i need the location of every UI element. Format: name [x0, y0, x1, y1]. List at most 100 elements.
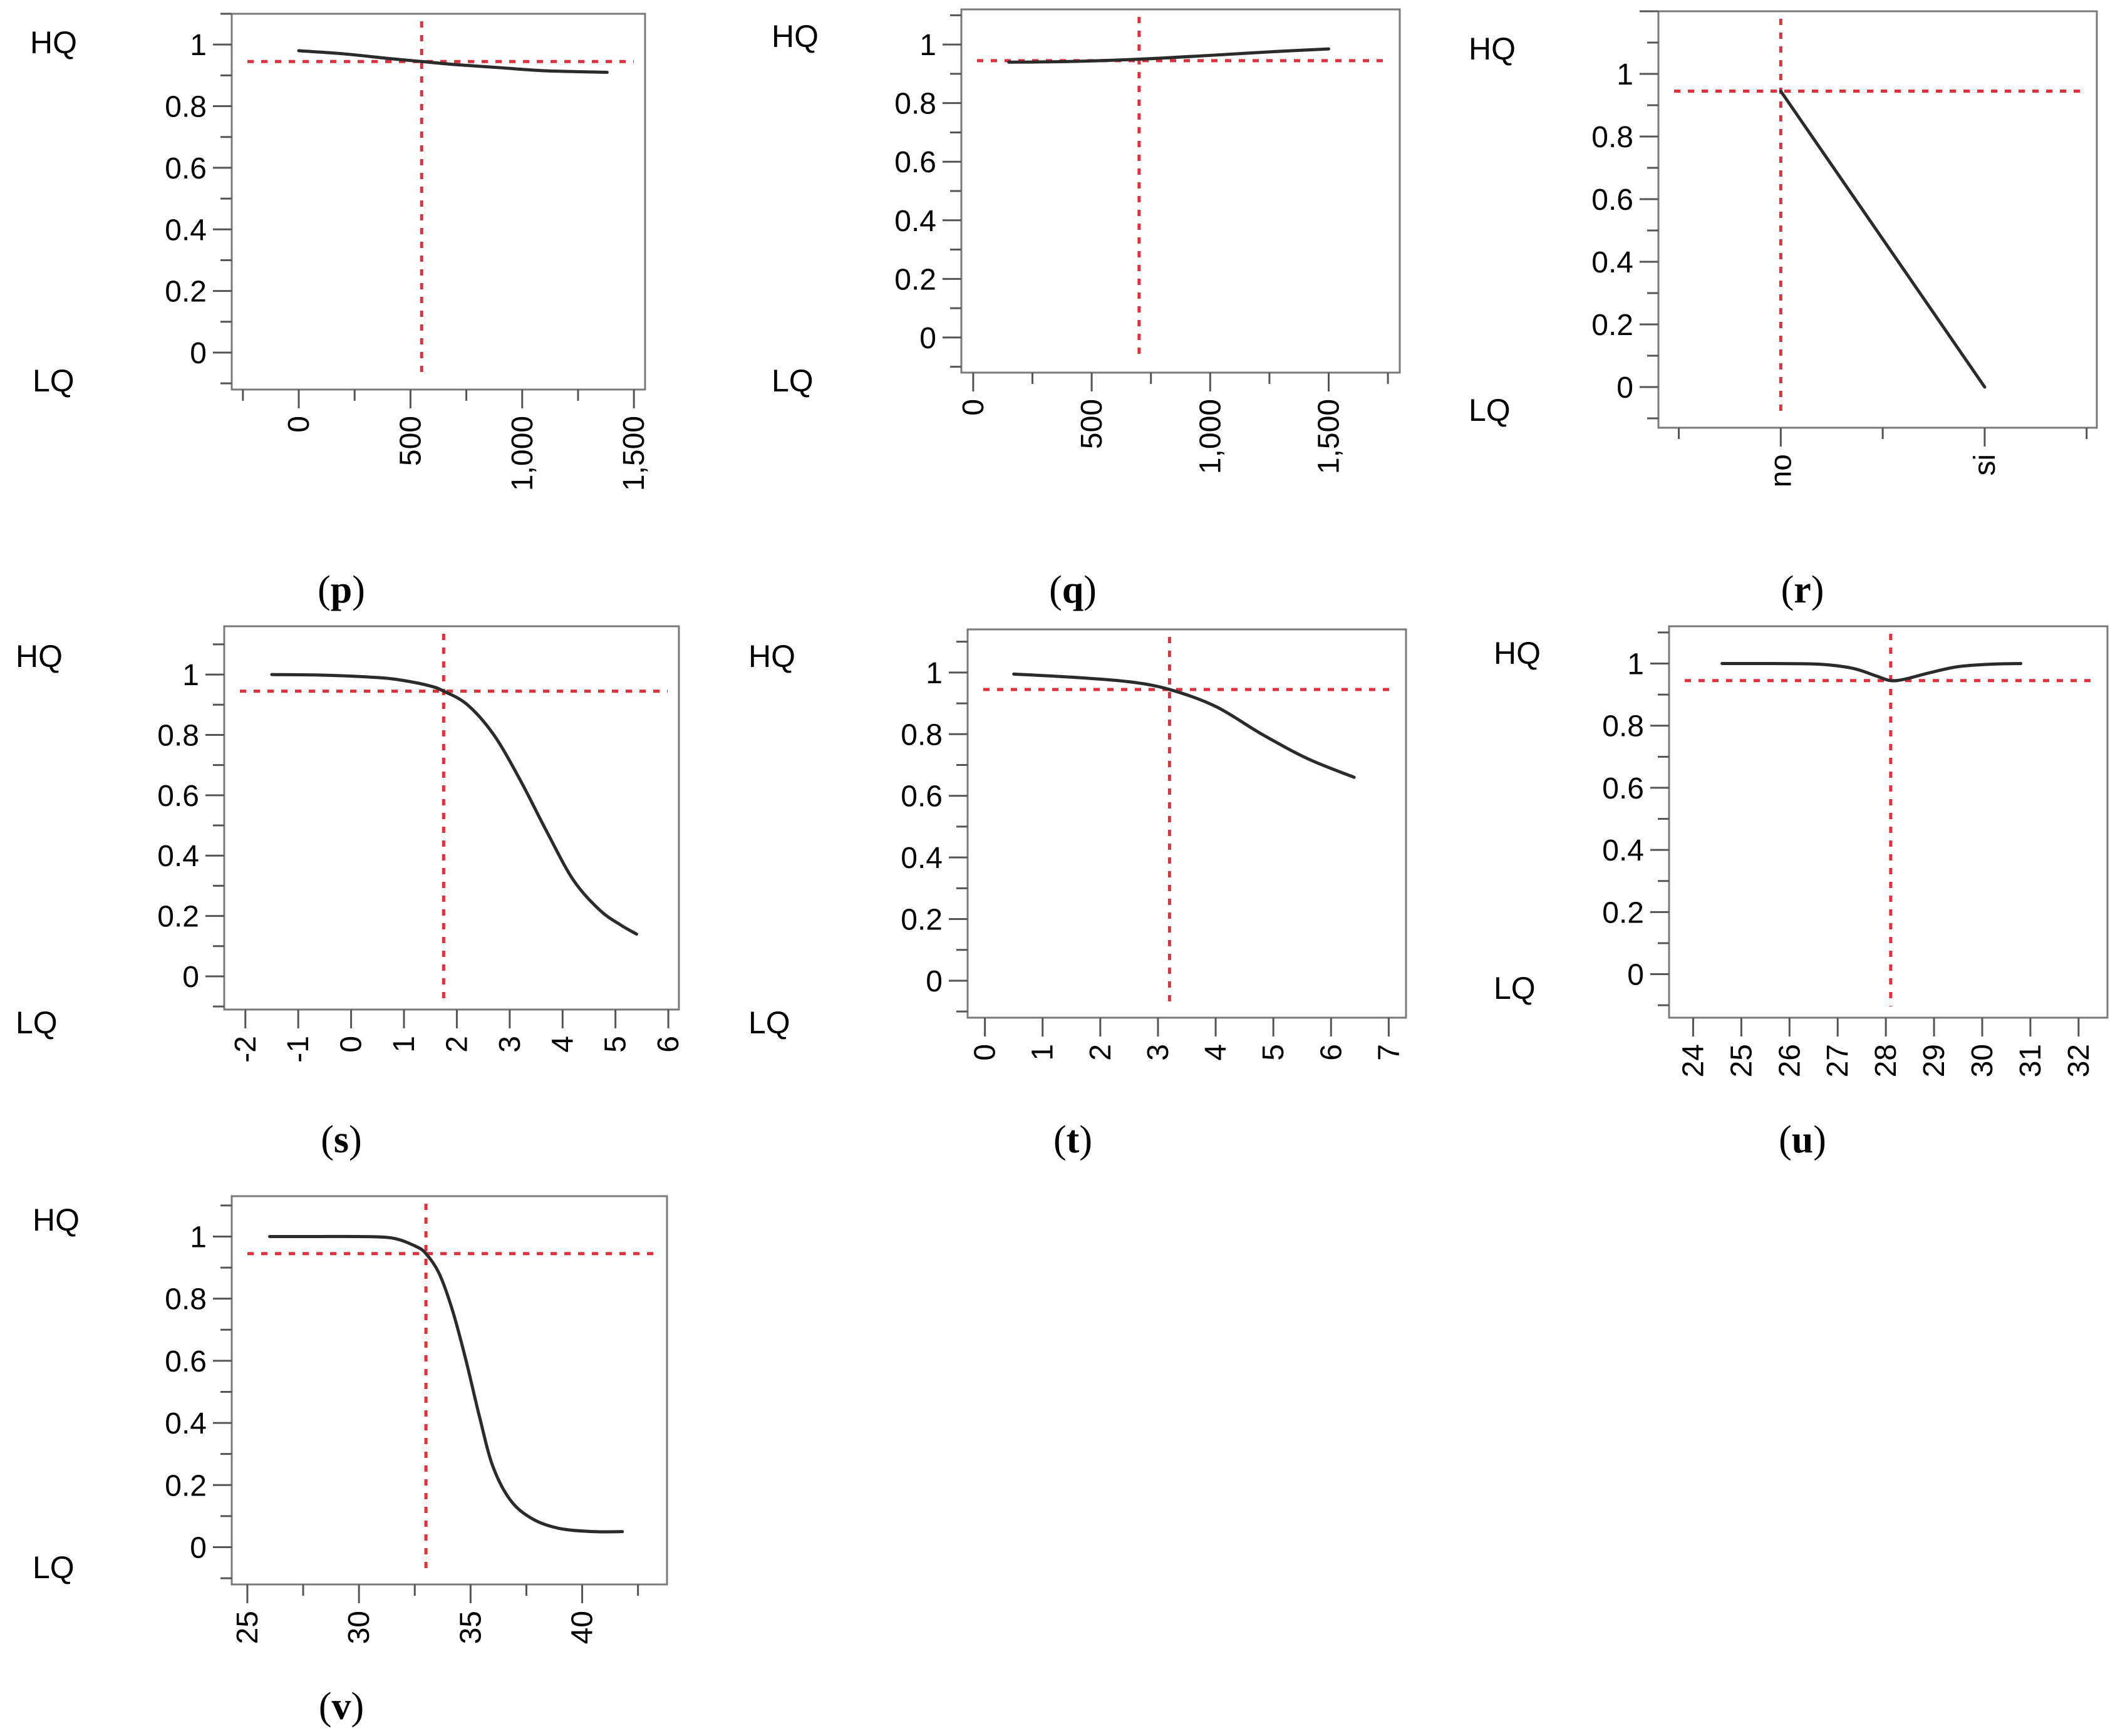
y-tick-label: 1 — [182, 659, 199, 692]
x-tick-label: 35 — [454, 1611, 487, 1644]
x-tick-label: 3 — [494, 1036, 527, 1053]
y-tick-label: 0.4 — [157, 840, 199, 873]
chart-panel-p: 0 0.2 0.4 0.6 0.8 1 0 500 1,000 1,500 HQ LQ (p) — [30, 13, 651, 611]
x-tick-label: 1,500 — [618, 416, 651, 491]
x-tick-label: 1,500 — [1312, 399, 1345, 474]
x-tick-label: 500 — [1075, 399, 1109, 449]
lq-label: LQ — [1469, 393, 1511, 428]
plot-frame — [223, 625, 680, 1011]
chart-panel-q: 0 0.2 0.4 0.6 0.8 1 0 500 1,000 1,500 HQ LQ (q) — [772, 8, 1401, 611]
hq-label: HQ — [30, 25, 77, 60]
x-tick-label: 30 — [343, 1611, 376, 1644]
x-tick-label: 1,000 — [1194, 399, 1227, 474]
x-tick-label: 25 — [231, 1611, 264, 1644]
x-tick-label: -1 — [282, 1036, 315, 1063]
hq-label: HQ — [16, 639, 63, 674]
x-tick-label: 0 — [282, 416, 316, 433]
x-tick-label: 40 — [566, 1611, 599, 1644]
plot-frame — [230, 1195, 668, 1586]
y-tick-label: 1 — [1616, 58, 1633, 91]
plot-frame — [1657, 10, 2098, 429]
x-tick-label: 30 — [1966, 1044, 1999, 1077]
y-tick-label: 1 — [919, 29, 936, 62]
y-tick-label: 0.2 — [165, 276, 207, 309]
x-tick-label: 29 — [1918, 1044, 1951, 1077]
lq-label: LQ — [33, 363, 75, 398]
y-tick-label: 1 — [190, 1221, 207, 1254]
lq-label: LQ — [748, 1005, 790, 1040]
plot-frame — [960, 8, 1401, 374]
hq-label: HQ — [1469, 31, 1516, 66]
x-tick-label: -2 — [229, 1036, 262, 1063]
series-line — [297, 49, 609, 74]
x-tick-label: 6 — [1315, 1044, 1348, 1061]
x-tick-label: 27 — [1821, 1044, 1854, 1077]
y-tick-label: 0.4 — [165, 1407, 207, 1440]
y-tick-label: 0.2 — [157, 901, 199, 934]
lq-label: LQ — [1494, 971, 1536, 1006]
y-tick-label: 0.2 — [1591, 309, 1633, 342]
chart-panel-r: 0 0.2 0.4 0.6 0.8 1 no si HQ LQ (r) — [1469, 10, 2098, 611]
panel-caption: (t) — [1053, 1119, 1092, 1161]
x-tick-label: 28 — [1869, 1044, 1903, 1077]
y-tick-label: 0.2 — [165, 1469, 207, 1502]
y-tick-label: 0.6 — [1602, 772, 1644, 805]
y-tick-label: 0 — [182, 961, 199, 994]
panel-caption: (v) — [319, 1685, 364, 1728]
x-tick-label: 0 — [335, 1036, 368, 1053]
panel-caption: (p) — [318, 569, 365, 611]
x-tick-label: 24 — [1677, 1044, 1710, 1077]
lq-label: LQ — [16, 1005, 58, 1040]
y-tick-label: 0.6 — [165, 1345, 207, 1378]
x-tick-label: 3 — [1142, 1044, 1175, 1061]
x-tick-label: 5 — [599, 1036, 633, 1053]
x-tick-label: 1 — [1026, 1044, 1060, 1061]
y-tick-label: 1 — [190, 29, 207, 62]
y-tick-label: 0.2 — [894, 263, 936, 296]
y-tick-label: 0.2 — [1602, 896, 1644, 929]
y-tick-label: 0.8 — [894, 88, 936, 121]
y-tick-label: 0.6 — [157, 780, 199, 813]
x-tick-label: 500 — [394, 416, 427, 466]
x-tick-label: 2 — [440, 1036, 473, 1053]
hq-label: HQ — [1494, 636, 1541, 671]
y-tick-label: 0.4 — [1602, 834, 1644, 867]
y-tick-label: 0.8 — [165, 1283, 207, 1316]
x-tick-label: 0 — [969, 1044, 1002, 1061]
series-line — [270, 673, 638, 936]
y-tick-label: 0.8 — [157, 719, 199, 752]
y-tick-label: 0.2 — [901, 904, 943, 937]
x-tick-label: si — [1968, 454, 2002, 476]
chart-panel-v: 0 0.2 0.4 0.6 0.8 1 25 30 35 40 HQ LQ (v) — [33, 1195, 668, 1728]
y-tick-label: 1 — [926, 657, 943, 690]
panel-caption: (s) — [321, 1119, 361, 1161]
x-tick-label: 1 — [388, 1036, 421, 1053]
chart-panel-t: 0 0.2 0.4 0.6 0.8 1 0 1 2 3 4 5 6 7 HQ LQ (t) — [748, 628, 1407, 1161]
series-line — [1012, 672, 1356, 779]
panel-caption: (u) — [1779, 1119, 1826, 1161]
chart-panel-s: 0 0.2 0.4 0.6 0.8 1 -2 -1 0 1 2 3 4 5 6 HQ LQ (s) — [16, 625, 685, 1161]
y-tick-label: 0 — [190, 337, 207, 370]
x-tick-label: 5 — [1257, 1044, 1290, 1061]
plot-frame — [1668, 625, 2109, 1019]
panel-caption: (r) — [1781, 569, 1824, 611]
lq-label: LQ — [33, 1550, 75, 1585]
x-tick-label: 6 — [652, 1036, 685, 1053]
x-tick-label: 32 — [2062, 1044, 2096, 1077]
x-tick-label: 4 — [1199, 1044, 1233, 1061]
x-tick-label: 2 — [1084, 1044, 1117, 1061]
y-tick-label: 0.4 — [165, 214, 207, 247]
series-line — [1720, 661, 2023, 683]
series-line — [1779, 90, 1987, 389]
chart-panel-u: 0 0.2 0.4 0.6 0.8 1 24 25 26 27 28 29 30 31 32 HQ LQ (u) — [1494, 625, 2109, 1161]
x-tick-label: 25 — [1725, 1044, 1758, 1077]
y-tick-label: 0.6 — [901, 780, 943, 814]
series-line — [1007, 47, 1330, 64]
y-tick-label: 0.4 — [1591, 246, 1633, 279]
x-tick-label: 7 — [1372, 1044, 1405, 1061]
x-tick-label: 1,000 — [506, 416, 539, 491]
y-tick-label: 0.8 — [1591, 121, 1633, 154]
y-tick-label: 0.4 — [894, 205, 936, 238]
y-tick-label: 1 — [1627, 648, 1644, 681]
x-tick-label: no — [1764, 454, 1797, 487]
